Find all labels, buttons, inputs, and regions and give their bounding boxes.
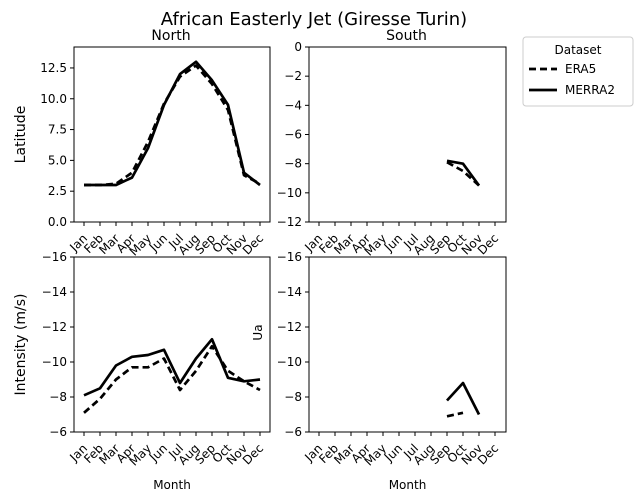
series-line-era5 xyxy=(83,344,261,414)
y-tick-label: −8 xyxy=(284,390,302,404)
panel-2: 0−2−4−6−8−10−12JanFebMarAprMayJunJulAugS… xyxy=(277,28,507,259)
chart-panels: 0.02.55.07.510.012.5JanFebMarAprMayJunJu… xyxy=(13,28,507,492)
panel-4: −16−14−12−10−8−6JanFebMarAprMayJunJulAug… xyxy=(251,250,507,492)
y-axis-label: Ua xyxy=(251,324,265,340)
y-tick-label: −12 xyxy=(277,215,302,229)
y-tick-label: 2.5 xyxy=(48,184,67,198)
y-tick-label: −8 xyxy=(284,157,302,171)
axes-frame xyxy=(73,46,271,223)
y-tick-label: −8 xyxy=(49,390,67,404)
y-axis-label: Latitude xyxy=(13,106,29,164)
y-tick-label: 10.0 xyxy=(40,92,67,106)
panel-3: −16−14−12−10−8−6JanFebMarAprMayJunJulAug… xyxy=(13,250,271,492)
panel-title: South xyxy=(386,28,427,44)
x-axis-label: Month xyxy=(153,478,191,492)
series-line-era5 xyxy=(446,161,480,187)
panel-1: 0.02.55.07.510.012.5JanFebMarAprMayJunJu… xyxy=(13,28,271,259)
series-line-era5 xyxy=(446,411,464,418)
y-tick-label: −12 xyxy=(42,320,67,334)
series-line-merra2 xyxy=(83,337,261,397)
legend-label-era5: ERA5 xyxy=(565,62,596,76)
axes-frame xyxy=(73,256,271,433)
y-tick-label: −2 xyxy=(284,69,302,83)
y-tick-label: 7.5 xyxy=(48,123,67,137)
x-axis-label: Month xyxy=(389,478,427,492)
y-tick-label: −6 xyxy=(284,128,302,142)
y-tick-label: −14 xyxy=(42,285,67,299)
y-tick-label: −6 xyxy=(49,425,67,439)
y-tick-label: −16 xyxy=(42,250,67,264)
y-tick-label: 12.5 xyxy=(40,61,67,75)
y-tick-label: −16 xyxy=(277,250,302,264)
y-tick-label: −10 xyxy=(277,355,302,369)
y-tick-label: −14 xyxy=(277,285,302,299)
legend-title: Dataset xyxy=(555,43,602,57)
y-tick-label: 0 xyxy=(294,40,302,54)
legend-label-merra2: MERRA2 xyxy=(565,83,615,97)
series-line-merra2 xyxy=(446,159,481,187)
y-tick-label: 5.0 xyxy=(48,153,67,167)
figure-title: African Easterly Jet (Giresse Turin) xyxy=(161,9,467,30)
y-axis-label: Intensity (m/s) xyxy=(13,294,29,396)
y-tick-label: −10 xyxy=(277,186,302,200)
legend: Dataset ERA5 MERRA2 xyxy=(522,36,634,107)
series-line-merra2 xyxy=(84,60,261,187)
panel-title: North xyxy=(151,28,190,44)
y-tick-label: −10 xyxy=(42,355,67,369)
axes-frame xyxy=(308,256,507,433)
y-tick-label: −4 xyxy=(284,98,302,112)
axes-frame xyxy=(308,46,507,223)
y-tick-label: −6 xyxy=(284,425,302,439)
series-line-merra2 xyxy=(446,381,481,416)
y-tick-label: −12 xyxy=(277,320,302,334)
y-tick-label: 0.0 xyxy=(48,215,67,229)
